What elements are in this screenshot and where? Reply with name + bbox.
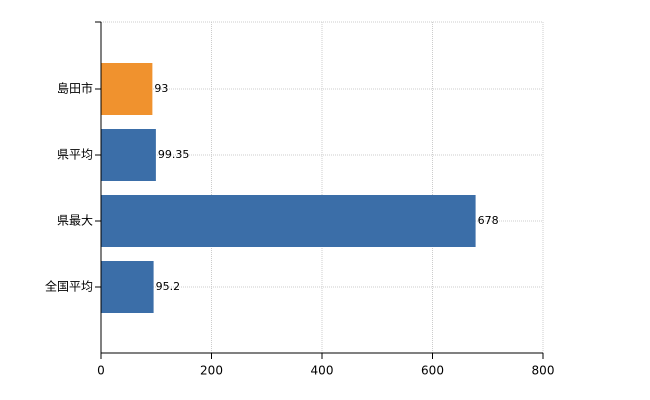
y-tick-label: 県平均 — [57, 148, 93, 162]
x-tick-label: 0 — [97, 364, 105, 378]
value-label: 93 — [154, 82, 168, 95]
y-tick-label: 島田市 — [57, 81, 93, 96]
x-tick-label: 400 — [311, 364, 334, 378]
bar — [101, 195, 476, 247]
bar — [101, 261, 154, 313]
bar — [101, 129, 156, 181]
x-tick-label: 800 — [532, 364, 555, 378]
y-tick-label: 県最大 — [57, 214, 93, 228]
value-label: 678 — [478, 214, 499, 227]
bar — [101, 63, 153, 115]
value-label: 99.35 — [158, 148, 190, 161]
x-tick-label: 600 — [421, 364, 444, 378]
y-tick-label: 全国平均 — [45, 279, 93, 294]
x-tick-label: 200 — [200, 364, 223, 378]
value-label: 95.2 — [156, 280, 181, 293]
